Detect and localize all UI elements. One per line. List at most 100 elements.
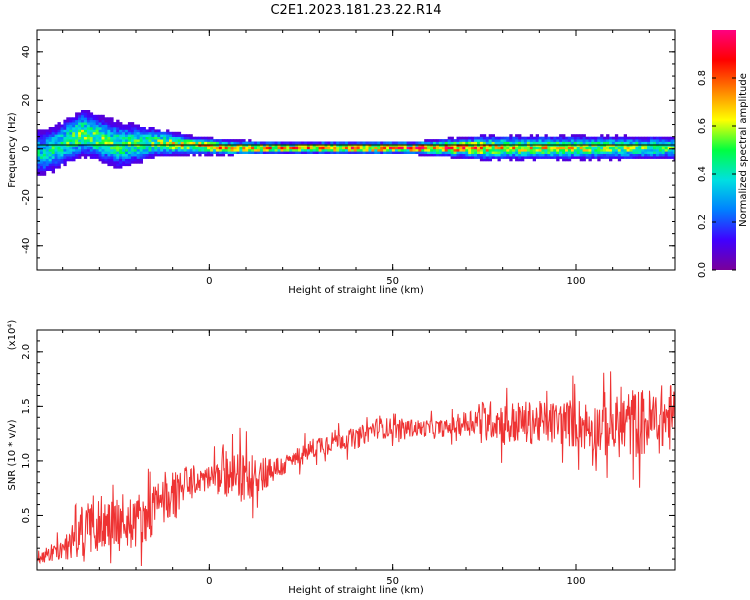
heatmap-cell [441, 139, 446, 142]
heatmap-cell [54, 124, 58, 128]
heatmap-cell [526, 146, 531, 150]
heatmap-cell [283, 148, 287, 152]
heatmap-cell [541, 136, 545, 140]
heatmap-cell [78, 151, 82, 154]
heatmap-cell [362, 141, 366, 145]
heatmap-cell [130, 160, 135, 164]
heatmap-cell [75, 119, 79, 123]
heatmap-cell [60, 158, 64, 162]
heatmap-cell [541, 148, 545, 152]
heatmap-cell [600, 134, 604, 137]
heatmap-cell [107, 127, 111, 130]
heatmap-cell [198, 146, 202, 150]
heatmap-cell [127, 146, 132, 150]
heatmap-cell [491, 134, 495, 137]
heatmap-cell [479, 151, 484, 154]
heatmap-cell [412, 146, 416, 150]
heatmap-cell [594, 151, 598, 154]
heatmap-cell [122, 127, 126, 130]
heatmap-cell [54, 153, 58, 157]
heatmap-cell [174, 141, 179, 145]
heatmap-cell [151, 146, 155, 150]
heatmap-cell [606, 139, 610, 142]
heatmap-cell [142, 139, 146, 142]
heatmap-cell [277, 146, 281, 150]
heatmap-cell [638, 141, 642, 145]
heatmap-cell [72, 151, 76, 154]
heatmap-cell [421, 148, 425, 152]
heatmap-cell [567, 141, 572, 145]
heatmap-cell [78, 117, 82, 121]
heatmap-cell [418, 151, 422, 154]
heatmap-cell [415, 146, 419, 150]
heatmap-cell [327, 141, 331, 145]
heatmap-cell [350, 146, 355, 150]
heatmap-cell [127, 127, 132, 130]
heatmap-cell [130, 131, 135, 135]
heatmap-cell [538, 139, 542, 142]
heatmap-cell [386, 146, 390, 150]
heatmap-cell [201, 141, 205, 145]
heatmap-cell [620, 139, 624, 142]
heatmap-cell [321, 146, 325, 150]
heatmap-cell [92, 134, 96, 137]
heatmap-cell [81, 122, 85, 125]
heatmap-cell [110, 153, 114, 157]
heatmap-cell [89, 136, 94, 140]
heatmap-cell [160, 141, 164, 145]
heatmap-cell [145, 129, 149, 133]
heatmap-cell [491, 156, 495, 159]
heatmap-cell [629, 156, 633, 159]
heatmap-cell [122, 134, 126, 137]
heatmap-cell [113, 165, 117, 169]
heatmap-cell [166, 151, 170, 154]
heatmap-cell [647, 141, 651, 145]
heatmap-cell [154, 141, 158, 145]
heatmap-cell [145, 136, 149, 140]
heatmap-cell [556, 146, 560, 150]
heatmap-cell [210, 141, 214, 145]
heatmap-cell [39, 134, 44, 137]
heatmap-cell [101, 124, 105, 128]
heatmap-cell [39, 173, 44, 176]
heatmap-cell [518, 136, 522, 140]
heatmap-cell [456, 151, 460, 154]
heatmap-cell [550, 141, 554, 145]
heatmap-cell [57, 122, 61, 125]
heatmap-cell [113, 131, 117, 135]
heatmap-cell [136, 160, 140, 164]
heatmap-cell [122, 160, 126, 164]
heatmap-cell [189, 146, 193, 150]
heatmap-cell [377, 151, 381, 154]
heatmap-cell [107, 153, 111, 157]
heatmap-cell [186, 151, 190, 154]
heatmap-cell [75, 114, 79, 118]
heatmap-cell [180, 153, 184, 157]
heatmap-cell [75, 146, 79, 150]
heatmap-cell [309, 141, 314, 145]
heatmap-cell [570, 146, 575, 150]
heatmap-cell [66, 117, 70, 121]
heatmap-cell [210, 139, 214, 142]
heatmap-cell [494, 146, 498, 150]
heatmap-cell [104, 158, 108, 162]
heatmap-cell [541, 141, 545, 145]
heatmap-cell [169, 131, 173, 135]
heatmap-cell [60, 139, 64, 142]
heatmap-cell [529, 146, 534, 150]
heatmap-cell [45, 148, 50, 152]
heatmap-cell [215, 139, 220, 142]
heatmap-cell [116, 153, 120, 157]
heatmap-cell [81, 110, 85, 113]
heatmap-cell [125, 156, 129, 159]
heatmap-cell [327, 148, 331, 152]
heatmap-cell [86, 148, 91, 152]
heatmap-cell [447, 146, 451, 150]
heatmap-cell [177, 151, 182, 154]
heatmap-cell [400, 141, 404, 145]
heatmap-cell [670, 151, 674, 154]
heatmap-cell [573, 146, 578, 150]
heatmap-cell [397, 146, 402, 150]
heatmap-cell [494, 139, 498, 142]
